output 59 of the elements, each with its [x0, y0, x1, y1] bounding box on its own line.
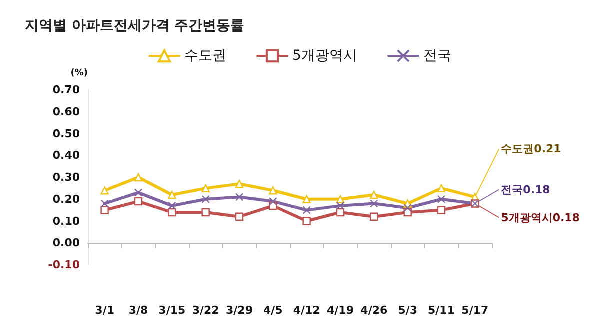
y-tick-label: 0.10	[52, 214, 80, 228]
point	[134, 197, 143, 206]
point	[202, 195, 210, 204]
y-tick-label: 0.50	[52, 127, 80, 140]
annotation: 전국0.18	[501, 183, 550, 196]
point	[100, 186, 109, 195]
x-tick-label: 4/5	[264, 304, 283, 317]
x-tick-label: 5/3	[398, 304, 418, 317]
y-axis-title: (%)	[70, 68, 88, 78]
y-tick-label: 0.40	[52, 149, 80, 162]
y-tick-label: 0.00	[52, 236, 80, 250]
point	[235, 180, 244, 188]
x-tick-label: 3/22	[192, 304, 220, 317]
point	[134, 188, 143, 197]
y-tick-label: -0.10	[48, 258, 80, 272]
y-tick-label: 0.30	[52, 171, 80, 184]
y-tick-label: 0.60	[52, 105, 80, 118]
x-tick-label: 3/1	[95, 304, 114, 317]
point	[269, 197, 278, 206]
y-tick-label: 0.20	[52, 192, 80, 206]
point	[202, 208, 210, 217]
point	[168, 208, 176, 217]
annotation: 5개광역시0.18	[501, 211, 580, 224]
x-tick-label: 3/15	[158, 304, 186, 317]
annotation: 수도권0.21	[501, 142, 562, 156]
legend-label: 수도권	[184, 48, 227, 64]
point	[235, 212, 244, 221]
point	[235, 193, 244, 202]
point	[370, 212, 378, 221]
point	[302, 206, 311, 214]
point	[100, 200, 109, 208]
point	[100, 206, 109, 214]
x-tick-label: 4/12	[293, 304, 320, 317]
legend-label: 5개광역시	[292, 48, 358, 64]
point	[168, 190, 176, 200]
x-tick-label: 4/19	[327, 304, 354, 317]
x-tick-label: 4/26	[360, 304, 388, 317]
point	[302, 195, 311, 204]
point	[302, 217, 311, 226]
x-tick-label: 5/17	[462, 304, 489, 317]
point	[370, 190, 378, 200]
legend-label: 전국	[423, 48, 452, 64]
x-tick-label: 5/11	[428, 304, 455, 317]
point	[437, 184, 446, 193]
y-tick-label: 0.70	[52, 84, 80, 96]
point	[269, 186, 278, 195]
point	[370, 200, 378, 208]
x-tick-label: 3/29	[226, 304, 253, 317]
point	[202, 184, 210, 193]
x-tick-label: 3/8	[128, 304, 148, 317]
point	[437, 206, 446, 214]
point	[336, 208, 345, 217]
point	[437, 195, 446, 204]
point	[336, 202, 345, 210]
point	[336, 195, 345, 204]
point	[404, 204, 412, 212]
point	[134, 173, 143, 182]
point	[168, 202, 176, 210]
chart-title: 지역별 아파트전세가격 주간변동률	[25, 18, 245, 34]
